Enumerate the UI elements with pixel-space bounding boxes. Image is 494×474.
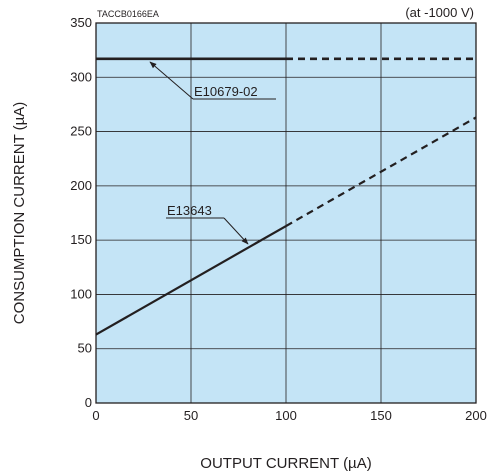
series-line-e13643-solid (95, 225, 287, 336)
y-tick-label: 300 (70, 69, 92, 84)
annotation-arrow-e10679-02 (149, 61, 194, 100)
annotations: E10679-02 E13643 (149, 61, 276, 245)
x-tick-label: 0 (92, 408, 99, 423)
annotation-e13643: E13643 (167, 203, 212, 218)
tick-labels: 0 50 100 150 200 250 300 350 0 50 100 150 200 (70, 15, 487, 423)
condition-label: (at -1000 V) (405, 5, 474, 20)
y-tick-label: 200 (70, 178, 92, 193)
figure-code: TACCB0166EA (97, 9, 159, 19)
y-tick-label: 50 (78, 341, 92, 356)
y-tick-label: 250 (70, 124, 92, 139)
x-tick-label: 200 (465, 408, 487, 423)
annotation-arrow-e13643 (223, 217, 249, 245)
x-tick-label: 150 (370, 408, 392, 423)
series-line-e13643-dashed (285, 116, 477, 227)
y-tick-label: 0 (85, 395, 92, 410)
series-group (95, 57, 477, 336)
x-axis-title: OUTPUT CURRENT (µA) (200, 455, 371, 472)
annotation-e10679-02: E10679-02 (194, 84, 258, 99)
y-tick-label: 100 (70, 286, 92, 301)
grid (96, 23, 476, 403)
y-tick-label: 150 (70, 232, 92, 247)
x-tick-label: 100 (275, 408, 297, 423)
y-tick-label: 350 (70, 15, 92, 30)
plot-frame (95, 22, 477, 404)
x-tick-label: 50 (184, 408, 198, 423)
y-axis-title: CONSUMPTION CURRENT (µA) (11, 102, 28, 325)
